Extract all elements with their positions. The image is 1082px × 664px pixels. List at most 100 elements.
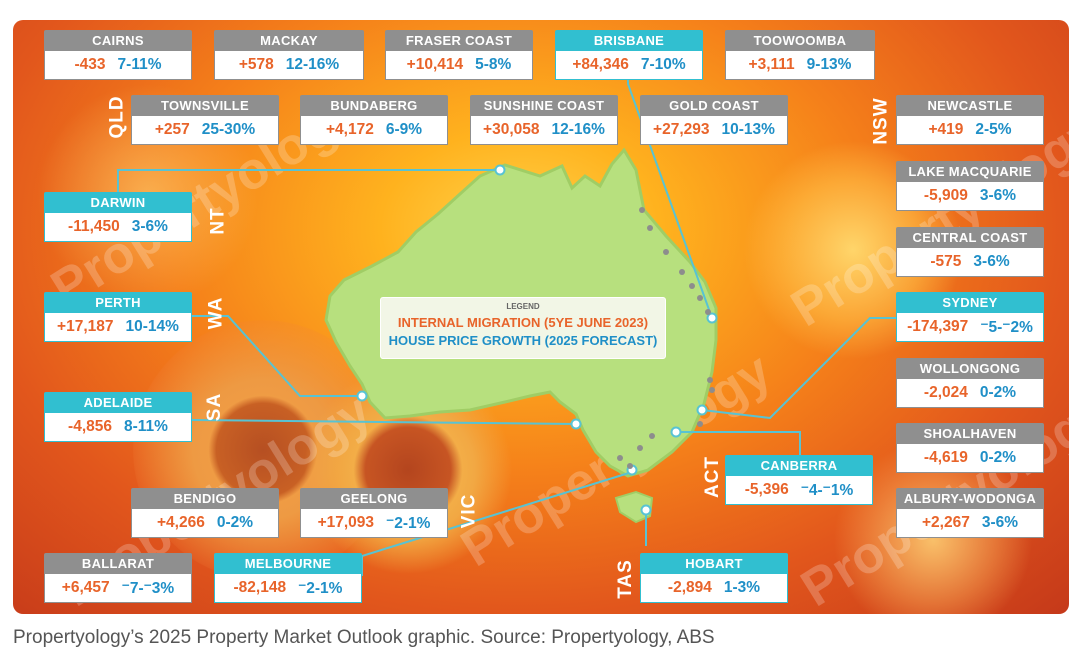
card-toowoomba: TOOWOOMBA +3,111 9-13%: [725, 30, 875, 80]
migration-value: +27,293: [653, 121, 710, 138]
card-gold-coast: GOLD COAST +27,293 10-13%: [640, 95, 788, 145]
migration-value: +17,093: [317, 514, 375, 531]
growth-value: 2-5%: [975, 121, 1012, 138]
card-hobart: HOBART -2,894 1-3%: [640, 553, 788, 603]
card-name: BRISBANE: [555, 30, 703, 51]
growth-value: ⁻2-1%: [386, 514, 431, 532]
regional-markers: [617, 207, 715, 469]
migration-value: -5,909: [923, 187, 968, 204]
card-name: BENDIGO: [131, 488, 279, 509]
growth-value: 3-6%: [981, 514, 1019, 531]
card-name: SYDNEY: [896, 292, 1044, 313]
migration-value: -11,450: [68, 218, 120, 235]
card-name: LAKE MACQUARIE: [896, 161, 1044, 182]
growth-value: 6-9%: [385, 121, 423, 138]
card-newcastle: NEWCASTLE +419 2-5%: [896, 95, 1044, 145]
image-caption: Propertyology’s 2025 Property Market Out…: [13, 627, 715, 648]
growth-value: ⁻7-⁻3%: [121, 579, 175, 597]
growth-value: 0-2%: [216, 514, 254, 531]
growth-value: 12-16%: [285, 56, 340, 73]
card-shoalhaven: SHOALHAVEN -4,619 0-2%: [896, 423, 1044, 473]
state-label-act: ACT: [702, 455, 724, 499]
state-label-sa: SA: [204, 392, 226, 422]
migration-value: +2,267: [921, 514, 970, 531]
growth-value: 25-30%: [201, 121, 256, 138]
card-townsville: TOWNSVILLE +257 25-30%: [131, 95, 279, 145]
card-name: HOBART: [640, 553, 788, 574]
growth-value: 1-3%: [723, 579, 761, 596]
card-name: CAIRNS: [44, 30, 192, 51]
card-name: CENTRAL COAST: [896, 227, 1044, 248]
growth-value: 0-2%: [979, 449, 1017, 466]
migration-value: +6,457: [61, 579, 110, 596]
card-fraser-coast: FRASER COAST +10,414 5-8%: [385, 30, 533, 80]
migration-value: -82,148: [233, 579, 287, 596]
growth-value: 0-2%: [979, 384, 1017, 401]
card-name: BUNDABERG: [300, 95, 448, 116]
card-name: PERTH: [44, 292, 192, 313]
growth-value: 9-13%: [806, 56, 852, 73]
migration-value: -2,894: [667, 579, 712, 596]
migration-value: +257: [154, 121, 190, 138]
growth-value: 10-14%: [125, 318, 179, 335]
growth-value: ⁻4-⁻1%: [800, 481, 854, 499]
card-brisbane: BRISBANE +84,346 7-10%: [555, 30, 703, 80]
card-sunshine-coast: SUNSHINE COAST +30,058 12-16%: [470, 95, 618, 145]
state-label-nt: NT: [207, 207, 229, 235]
growth-value: 8-11%: [124, 418, 168, 435]
card-name: SUNSHINE COAST: [470, 95, 618, 116]
card-name: DARWIN: [44, 192, 192, 213]
migration-value: -5,396: [744, 481, 789, 498]
card-name: TOWNSVILLE: [131, 95, 279, 116]
card-perth: PERTH +17,187 10-14%: [44, 292, 192, 342]
migration-value: +84,346: [572, 56, 629, 73]
state-label-vic: VIC: [458, 493, 480, 529]
growth-value: ⁻2-1%: [298, 579, 343, 597]
state-label-tas: TAS: [614, 559, 636, 599]
growth-value: 7-10%: [640, 56, 686, 73]
card-lake-macquarie: LAKE MACQUARIE -5,909 3-6%: [896, 161, 1044, 211]
card-bendigo: BENDIGO +4,266 0-2%: [131, 488, 279, 538]
migration-value: +3,111: [748, 56, 795, 73]
card-bundaberg: BUNDABERG +4,172 6-9%: [300, 95, 448, 145]
migration-value: +4,172: [325, 121, 374, 138]
legend-title: LEGEND: [506, 302, 540, 311]
card-name: GEELONG: [300, 488, 448, 509]
migration-value: +30,058: [483, 121, 540, 138]
state-label-wa: WA: [205, 296, 227, 330]
card-mackay: MACKAY +578 12-16%: [214, 30, 364, 80]
growth-value: 3-6%: [979, 187, 1017, 204]
growth-value: 3-6%: [131, 218, 168, 235]
card-albury-wodonga: ALBURY-WODONGA +2,267 3-6%: [896, 488, 1044, 538]
growth-value: 12-16%: [551, 121, 605, 138]
migration-value: +10,414: [406, 56, 464, 73]
migration-value: -575: [930, 253, 962, 270]
card-name: TOOWOOMBA: [725, 30, 875, 51]
card-name: CANBERRA: [725, 455, 873, 476]
card-name: ALBURY-WODONGA: [896, 488, 1044, 509]
card-central-coast: CENTRAL COAST -575 3-6%: [896, 227, 1044, 277]
card-name: NEWCASTLE: [896, 95, 1044, 116]
legend-migration: INTERNAL MIGRATION (5YE JUNE 2023): [397, 315, 649, 330]
growth-value: 7-11%: [117, 56, 162, 73]
city-markers: [356, 164, 718, 516]
migration-value: +419: [928, 121, 964, 138]
migration-value: -174,397: [907, 318, 969, 335]
migration-value: +4,266: [156, 514, 205, 531]
card-canberra: CANBERRA -5,396 ⁻4-⁻1%: [725, 455, 873, 505]
state-label-nsw: NSW: [870, 97, 892, 145]
legend-growth: HOUSE PRICE GROWTH (2025 FORECAST): [388, 333, 658, 348]
migration-value: +17,187: [57, 318, 114, 335]
migration-value: -4,619: [923, 449, 968, 466]
card-name: FRASER COAST: [385, 30, 533, 51]
card-melbourne: MELBOURNE -82,148 ⁻2-1%: [214, 553, 362, 603]
migration-value: -4,856: [68, 418, 112, 435]
growth-value: ⁻5-⁻2%: [980, 318, 1033, 336]
growth-value: 3-6%: [973, 253, 1010, 270]
card-name: WOLLONGONG: [896, 358, 1044, 379]
card-adelaide: ADELAIDE -4,856 8-11%: [44, 392, 192, 442]
background-nut-hole: [208, 395, 318, 505]
card-name: BALLARAT: [44, 553, 192, 574]
card-name: SHOALHAVEN: [896, 423, 1044, 444]
map-legend: LEGEND INTERNAL MIGRATION (5YE JUNE 2023…: [380, 297, 666, 359]
